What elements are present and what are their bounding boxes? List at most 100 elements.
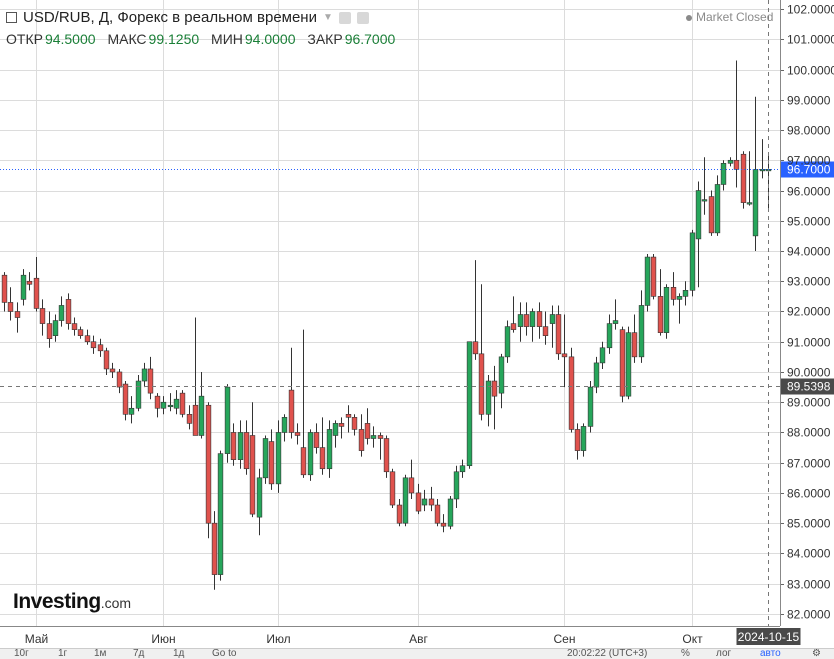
candle-body xyxy=(607,324,612,348)
y-tick-label: 82.0000 xyxy=(787,608,831,622)
y-tick-label: 86.0000 xyxy=(787,487,831,501)
candle-body xyxy=(263,439,268,478)
candle-body xyxy=(257,478,262,517)
candle-body xyxy=(505,327,510,357)
y-tick-label: 84.0000 xyxy=(787,547,831,561)
candle-body xyxy=(511,324,516,330)
candle-body xyxy=(78,330,83,336)
time-axis[interactable]: МайИюнИюлАвгСенОкт xyxy=(0,627,780,647)
candle-body xyxy=(562,354,567,357)
logo-domain: .com xyxy=(101,595,131,611)
candle-body xyxy=(8,302,13,311)
candle-body xyxy=(352,417,357,429)
candle-body xyxy=(696,191,701,239)
candle-body xyxy=(600,348,605,363)
candle-body xyxy=(518,315,523,327)
crosshair-date-label: 2024-10-15 xyxy=(738,630,800,644)
candle-body xyxy=(403,478,408,523)
candle-body xyxy=(581,426,586,450)
candle-body xyxy=(390,472,395,505)
y-tick-label: 98.0000 xyxy=(787,124,831,138)
candle-body xyxy=(702,200,707,202)
candle-body xyxy=(91,342,96,348)
candle-body xyxy=(460,466,465,472)
overlays-layer: 89.53982024-10-1596.7000 xyxy=(0,0,834,645)
candle-body xyxy=(85,336,90,342)
chevron-down-icon[interactable]: ▼ xyxy=(323,12,333,23)
candle-body xyxy=(21,275,26,299)
candle-body xyxy=(397,505,402,523)
status-dot-icon xyxy=(686,15,692,21)
candle-body xyxy=(161,402,166,408)
candle-body xyxy=(448,499,453,526)
candle-body xyxy=(308,432,313,474)
candle-body xyxy=(314,432,319,447)
candle-body xyxy=(225,387,230,454)
candle-body xyxy=(728,160,733,163)
settings-icon[interactable] xyxy=(339,12,351,24)
ohlc-readout: ОТКР94.5000 МАКС99.1250 МИН94.0000 ЗАКР9… xyxy=(6,31,395,47)
ohlc-open-value: 94.5000 xyxy=(45,31,96,47)
candle-body xyxy=(98,345,103,351)
y-tick-label: 99.0000 xyxy=(787,94,831,108)
candle-body xyxy=(556,315,561,354)
y-tick-label: 102.0000 xyxy=(787,3,834,17)
candle-body xyxy=(429,499,434,505)
ohlc-high-value: 99.1250 xyxy=(149,31,200,47)
y-tick-label: 95.0000 xyxy=(787,215,831,229)
ohlc-close-value: 96.7000 xyxy=(345,31,396,47)
candle-body xyxy=(734,160,739,169)
candle-body xyxy=(594,363,599,387)
candle-body xyxy=(250,435,255,514)
gear-icon[interactable] xyxy=(357,12,369,24)
candle-body xyxy=(371,435,376,438)
x-tick-label: Авг xyxy=(409,632,428,646)
candle-body xyxy=(721,163,726,184)
candle-body xyxy=(117,372,122,387)
candle-body xyxy=(174,399,179,408)
candle-body xyxy=(632,333,637,357)
candle-body xyxy=(467,342,472,466)
candle-body xyxy=(269,442,274,484)
collapse-square-icon[interactable] xyxy=(6,12,17,23)
candle-body xyxy=(753,169,758,236)
y-tick-label: 91.0000 xyxy=(787,336,831,350)
chart-header: USD/RUB, Д, Форекс в реальном времени ▼ xyxy=(6,9,369,26)
vertical-grid xyxy=(37,0,693,626)
candle-body xyxy=(479,354,484,414)
candle-body xyxy=(747,203,752,205)
ohlc-open-label: ОТКР xyxy=(6,31,43,47)
ohlc-low-label: МИН xyxy=(211,31,243,47)
candle-body xyxy=(613,321,618,324)
candle-body xyxy=(136,381,141,408)
candle-body xyxy=(193,405,198,435)
candle-body xyxy=(289,390,294,432)
candle-body xyxy=(218,454,223,575)
candle-body xyxy=(53,321,58,336)
candle-body xyxy=(244,432,249,468)
candle-body xyxy=(59,305,64,320)
candle-body xyxy=(231,432,236,459)
candle-body xyxy=(690,233,695,290)
candle-body xyxy=(664,287,669,332)
candle-body xyxy=(187,414,192,423)
candle-body xyxy=(142,369,147,381)
candle-body xyxy=(47,324,52,339)
candle-body xyxy=(709,197,714,233)
candle-body xyxy=(683,290,688,296)
candle-body xyxy=(295,432,300,435)
ohlc-high-label: МАКС xyxy=(107,31,146,47)
candle-body xyxy=(110,369,115,372)
x-tick-label: Окт xyxy=(682,632,703,646)
y-tick-label: 90.0000 xyxy=(787,366,831,380)
candle-body xyxy=(658,296,663,332)
investing-logo: Investing.com xyxy=(13,590,131,614)
x-tick-label: Июл xyxy=(266,632,290,646)
x-tick-label: Сен xyxy=(554,632,576,646)
y-tick-label: 87.0000 xyxy=(787,457,831,471)
candle-body xyxy=(365,423,370,438)
price-axis[interactable]: 82.000083.000084.000085.000086.000087.00… xyxy=(780,0,834,626)
y-tick-label: 100.0000 xyxy=(787,64,834,78)
candle-body xyxy=(550,315,555,324)
